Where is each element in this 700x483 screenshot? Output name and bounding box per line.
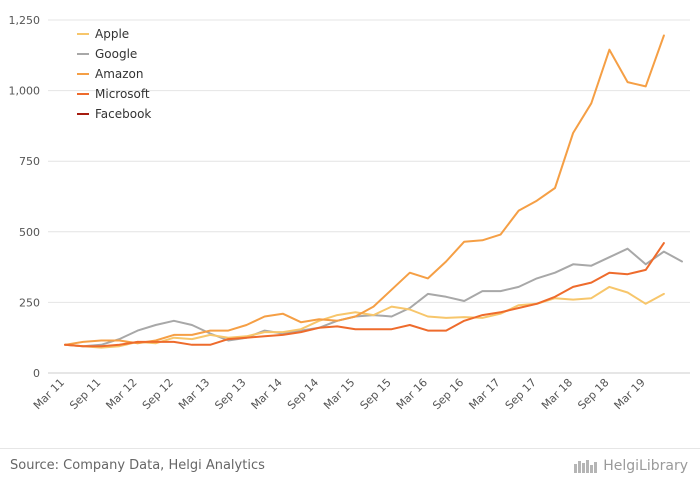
- y-tick-label: 1,000: [9, 85, 41, 98]
- source-note: Source: Company Data, Helgi Analytics: [10, 458, 265, 473]
- x-tick-label: Sep 14: [285, 376, 321, 412]
- x-tick-label: Sep 11: [67, 376, 103, 412]
- x-tick-label: Mar 12: [103, 376, 139, 412]
- x-tick-label: Mar 19: [612, 376, 648, 412]
- x-tick-label: Mar 15: [321, 376, 357, 412]
- legend-label-facebook: Facebook: [95, 107, 151, 121]
- legend-label-google: Google: [95, 47, 137, 61]
- brand-name: HelgiLibrary: [603, 458, 688, 474]
- y-axis-tick-labels: 0 250 500 750 1,000 1,250: [9, 14, 41, 380]
- x-axis-tick-labels: Mar 11 Sep 11 Mar 12 Sep 12 Mar 13 Sep 13 Mar …: [31, 376, 648, 412]
- footer: Source: Company Data, Helgi Analytics He…: [0, 448, 700, 483]
- y-tick-label: 500: [19, 226, 40, 239]
- y-tick-label: 250: [19, 296, 40, 309]
- y-tick-label: 1,250: [9, 14, 41, 27]
- series-line-apple: [64, 285, 665, 349]
- legend-label-microsoft: Microsoft: [95, 87, 150, 101]
- x-tick-label: Sep 12: [140, 376, 176, 412]
- legend-label-apple: Apple: [95, 27, 129, 41]
- legend: Apple Google Amazon Microsoft Facebook: [77, 27, 151, 121]
- y-tick-label: 750: [19, 155, 40, 168]
- x-tick-label: Sep 18: [575, 376, 611, 412]
- x-tick-label: Sep 15: [358, 376, 394, 412]
- series-line-microsoft: [64, 242, 665, 348]
- gridlines: [48, 19, 690, 303]
- x-tick-label: Mar 17: [466, 376, 502, 412]
- series-line-amazon: [64, 34, 665, 346]
- x-tick-label: Mar 16: [394, 376, 430, 412]
- x-tick-label: Mar 14: [249, 376, 285, 412]
- x-tick-label: Mar 11: [31, 376, 67, 412]
- library-logo-icon: [574, 460, 598, 473]
- x-tick-label: Sep 17: [503, 376, 539, 412]
- x-tick-label: Sep 13: [212, 376, 248, 412]
- x-tick-label: Sep 16: [430, 376, 466, 412]
- brand-logo: HelgiLibrary: [573, 455, 688, 477]
- x-tick-label: Mar 18: [539, 376, 575, 412]
- series-lines: [64, 34, 683, 349]
- legend-label-amazon: Amazon: [95, 67, 144, 81]
- x-tick-label: Mar 13: [176, 376, 212, 412]
- y-tick-label: 0: [33, 367, 40, 380]
